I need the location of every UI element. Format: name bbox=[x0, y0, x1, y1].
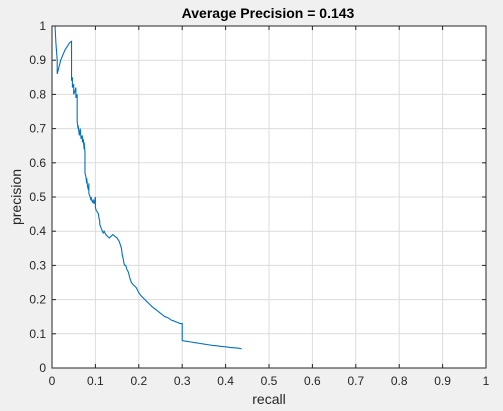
y-tick-label: 0.5 bbox=[29, 190, 46, 204]
plot-border bbox=[51, 25, 487, 369]
y-tick-label: 0.3 bbox=[29, 258, 46, 272]
x-tick-label: 0.3 bbox=[174, 374, 191, 388]
y-tick-label: 0.7 bbox=[29, 122, 46, 136]
series-layer bbox=[52, 25, 242, 350]
y-tick-label: 1 bbox=[39, 19, 46, 33]
chart-title: Average Precision = 0.143 bbox=[182, 5, 355, 21]
y-tick-label: 0.4 bbox=[29, 224, 46, 238]
x-tick-label: 0.4 bbox=[217, 374, 234, 388]
x-tick-label: 0.6 bbox=[304, 374, 321, 388]
y-tick-label: 0.8 bbox=[29, 87, 46, 101]
y-tick-label: 0.2 bbox=[29, 293, 46, 307]
y-tick-label: 0.6 bbox=[29, 156, 46, 170]
precision-recall-line bbox=[52, 25, 242, 350]
x-tick-label: 0.7 bbox=[347, 374, 364, 388]
y-axis-label: precision bbox=[8, 169, 24, 225]
x-tick-label: 0.8 bbox=[391, 374, 408, 388]
x-tick-label: 1 bbox=[483, 374, 490, 388]
grid bbox=[52, 26, 486, 368]
x-tick-label: 0 bbox=[49, 374, 56, 388]
y-tick-label: 0 bbox=[39, 361, 46, 375]
x-tick-label: 0.2 bbox=[130, 374, 147, 388]
x-tick-label: 0.9 bbox=[434, 374, 451, 388]
y-tick-label: 0.9 bbox=[29, 53, 46, 67]
x-tick-label: 0.1 bbox=[87, 374, 104, 388]
x-axis-label: recall bbox=[252, 391, 285, 407]
y-tick-label: 0.1 bbox=[29, 327, 46, 341]
x-tick-label: 0.5 bbox=[261, 374, 278, 388]
